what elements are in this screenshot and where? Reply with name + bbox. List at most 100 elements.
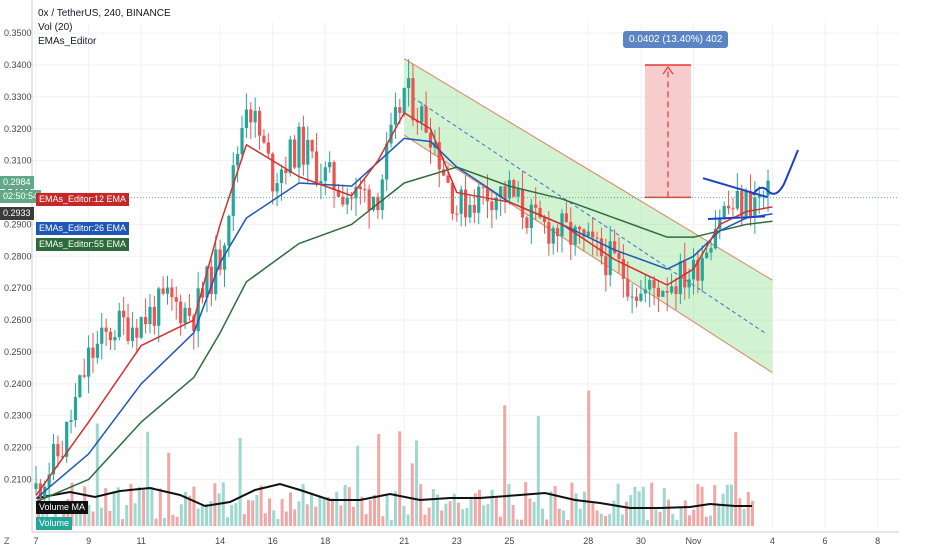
volume-bar — [574, 493, 578, 526]
candle-body — [336, 190, 341, 197]
volume-bar — [322, 497, 326, 526]
volume-bar — [79, 506, 82, 526]
volume-bar — [335, 491, 339, 526]
candle-body — [463, 189, 468, 218]
candle-body — [284, 169, 288, 174]
time-tick-label: 18 — [320, 536, 330, 546]
candle-body — [34, 483, 38, 490]
time-tick-label: 23 — [452, 536, 462, 546]
volume-bar — [339, 505, 343, 526]
volume-bar — [465, 507, 469, 526]
volume-bar — [108, 511, 112, 526]
volume-bar — [415, 440, 418, 526]
time-tick-label: 6 — [822, 536, 827, 546]
candle-body — [108, 331, 113, 341]
zoom-reset-button[interactable]: Z — [4, 536, 10, 546]
volume-bar — [499, 516, 502, 526]
candle-body — [100, 327, 104, 344]
candle-body — [744, 191, 748, 216]
ema55-legend[interactable]: EMAs_Editor:55 EMA — [36, 238, 130, 251]
price-range-measure-label[interactable]: 0.0402 (13.40%) 402 — [623, 31, 729, 48]
ema55-line — [35, 166, 773, 503]
volume-bar — [95, 423, 99, 526]
volume-bar — [121, 519, 124, 526]
volume-bar — [389, 519, 393, 526]
volume-bar — [667, 499, 670, 526]
price-tick-label: 0.2300 — [4, 411, 32, 421]
candle-body — [722, 205, 726, 218]
candle-body — [113, 337, 117, 341]
volume-bar — [612, 500, 616, 526]
candle-body — [591, 231, 595, 238]
candle-body — [104, 327, 108, 332]
volume-bar — [469, 499, 473, 526]
volume-label[interactable]: Volume — [36, 517, 73, 530]
volume-bar — [427, 507, 431, 526]
candle-body — [520, 188, 525, 218]
volume-bar — [192, 486, 196, 526]
ema-study-label[interactable]: EMAs_Editor — [38, 36, 97, 47]
candle-body — [393, 107, 398, 125]
price-tick-label: 0.2900 — [4, 219, 32, 229]
volume-bar — [137, 486, 141, 526]
time-tick-label: 7 — [33, 536, 38, 546]
volume-bar — [742, 508, 746, 526]
candle-body — [341, 196, 345, 205]
candle-body — [345, 197, 349, 205]
candle-body — [529, 204, 533, 228]
candle-body — [665, 290, 669, 293]
volume-bar — [700, 486, 704, 526]
candle-body — [420, 106, 424, 123]
volume-bar — [175, 516, 179, 526]
price-tick-label: 0.2200 — [4, 443, 32, 453]
candle-body — [630, 296, 634, 298]
candle-body — [709, 248, 713, 253]
candle-body — [753, 197, 757, 216]
candle-body — [288, 139, 292, 174]
candle-body — [60, 456, 64, 458]
volume-bar — [87, 504, 91, 526]
candle-body — [244, 109, 248, 128]
volume-bar — [650, 482, 654, 526]
volume-bar — [448, 501, 452, 526]
symbol-title[interactable]: 0x / TetherUS, 240, BINANCE — [38, 8, 171, 19]
ema12-legend[interactable]: EMAs_Editor:12 EMA — [36, 193, 130, 206]
volume-bar — [373, 494, 376, 526]
time-tick-label: 14 — [215, 536, 225, 546]
volume-bar — [604, 516, 607, 526]
time-tick-label: 11 — [137, 536, 146, 546]
candle-body — [47, 474, 51, 487]
volume-bar — [423, 514, 427, 526]
volume-bar — [347, 487, 351, 526]
candle-body — [222, 245, 227, 270]
volume-bar — [536, 416, 540, 526]
price-tick-label: 0.2100 — [4, 474, 32, 484]
candle-body — [363, 189, 367, 191]
candle-body — [253, 110, 257, 123]
candle-body — [477, 186, 481, 213]
volume-bar — [709, 515, 712, 526]
candle-body — [599, 238, 604, 257]
candle-body — [661, 290, 665, 297]
volume-bar — [398, 431, 402, 526]
ema26-legend[interactable]: EMAs_Editor:26 EMA — [36, 222, 130, 235]
volume-bar — [62, 503, 66, 526]
candle-body — [556, 228, 560, 237]
volume-indicator-label[interactable]: Vol (20) — [38, 22, 73, 33]
candle-body — [468, 204, 472, 218]
candle-body — [332, 162, 336, 191]
volume-bar — [226, 517, 229, 526]
volume-ma-label[interactable]: Volume MA — [36, 501, 89, 514]
candle-body — [437, 142, 441, 170]
volume-bar — [482, 505, 486, 526]
candle-body — [293, 139, 297, 168]
volume-bar — [301, 483, 305, 526]
volume-bar — [486, 504, 490, 526]
candle-body — [371, 196, 376, 211]
price-tick-label: 0.3400 — [4, 60, 32, 70]
volume-bar — [305, 504, 309, 526]
candle-body — [236, 154, 240, 166]
price-tick-label: 0.2500 — [4, 347, 32, 357]
